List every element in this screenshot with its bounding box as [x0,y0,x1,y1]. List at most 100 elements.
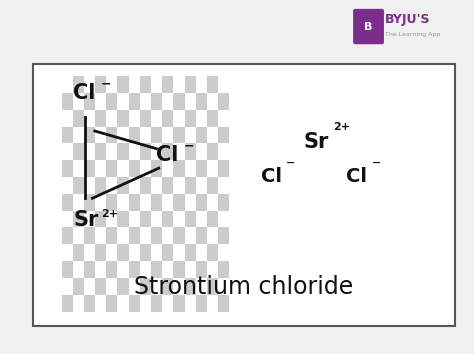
Bar [162,295,173,312]
Bar [118,177,128,194]
Text: −: − [286,158,296,168]
Bar [33,64,455,326]
Bar [173,278,184,295]
Bar [207,177,218,194]
Bar [184,93,196,110]
Bar [207,127,218,143]
Bar [184,110,196,127]
Bar [151,211,162,228]
Bar [218,76,229,93]
Bar [128,295,140,312]
Bar [128,228,140,244]
Bar [73,194,84,211]
Bar [218,228,229,244]
Bar [84,261,95,278]
Bar [218,110,229,127]
Bar [128,244,140,261]
Bar [106,160,118,177]
Bar [196,211,207,228]
Bar [140,295,151,312]
Bar [140,127,151,143]
Bar [184,211,196,228]
Bar [173,244,184,261]
Bar [84,127,95,143]
FancyBboxPatch shape [353,9,384,44]
Bar [151,110,162,127]
Bar [140,278,151,295]
Bar [95,194,106,211]
Bar [151,76,162,93]
Bar [106,93,118,110]
Bar [62,93,73,110]
Bar [218,211,229,228]
Bar [207,278,218,295]
Bar [173,76,184,93]
Bar [151,127,162,143]
Bar [118,228,128,244]
Bar [196,143,207,160]
Bar [73,160,84,177]
Bar [207,110,218,127]
Bar [173,93,184,110]
Bar [196,278,207,295]
Bar [140,211,151,228]
Bar [196,93,207,110]
Bar [95,177,106,194]
Bar [151,228,162,244]
Bar [162,228,173,244]
Bar [95,93,106,110]
Bar [207,143,218,160]
Bar [95,76,106,93]
Text: Sr: Sr [303,132,329,152]
Bar [196,244,207,261]
Bar [62,110,73,127]
Bar [196,76,207,93]
Text: The Learning App: The Learning App [385,32,440,37]
Bar [162,76,173,93]
Bar [151,93,162,110]
Bar [128,278,140,295]
Bar [173,228,184,244]
Bar [84,228,95,244]
Text: Cl: Cl [73,83,96,103]
Bar [218,160,229,177]
Bar [73,278,84,295]
Bar [140,261,151,278]
Bar [173,194,184,211]
Bar [151,177,162,194]
Bar [106,211,118,228]
Bar [162,278,173,295]
Bar [106,110,118,127]
Bar [162,211,173,228]
Bar [73,177,84,194]
Bar [184,143,196,160]
Bar [184,160,196,177]
Bar [95,127,106,143]
Bar [140,160,151,177]
Bar [162,127,173,143]
Bar [151,244,162,261]
Bar [151,278,162,295]
Text: −: − [184,139,194,152]
Bar [218,278,229,295]
Bar [218,143,229,160]
Bar [118,295,128,312]
Bar [95,143,106,160]
Bar [140,143,151,160]
Text: Strontium chloride: Strontium chloride [135,275,354,299]
Bar [84,160,95,177]
Bar [207,295,218,312]
Bar [73,295,84,312]
Bar [95,278,106,295]
Text: −: − [101,77,111,90]
Bar [173,211,184,228]
Bar [73,93,84,110]
Bar [62,228,73,244]
Bar [196,261,207,278]
Bar [73,127,84,143]
Bar [162,160,173,177]
Bar [173,127,184,143]
Bar [207,93,218,110]
Bar [73,143,84,160]
Bar [151,261,162,278]
